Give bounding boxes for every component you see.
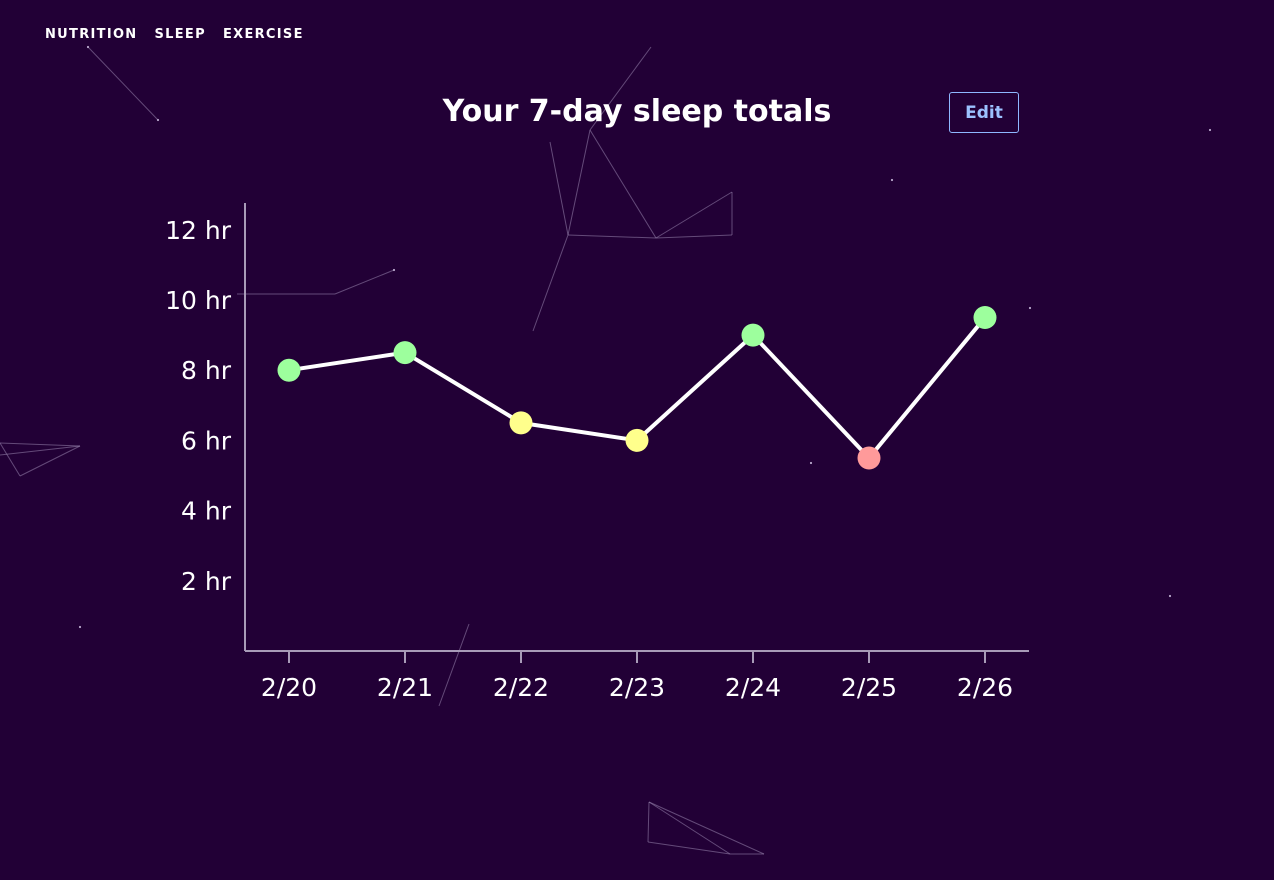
data-point-2-20[interactable] — [277, 358, 301, 382]
x-tick-label: 2/26 — [957, 673, 1013, 702]
constellation-line — [647, 801, 650, 843]
star-dot — [809, 461, 813, 465]
x-tick-label: 2/22 — [493, 673, 549, 702]
star-dot — [78, 625, 82, 629]
constellation-line — [655, 191, 733, 239]
data-point-2-21[interactable] — [393, 341, 417, 365]
edit-button[interactable]: Edit — [949, 92, 1019, 133]
nav-item-sleep[interactable]: SLEEP — [154, 27, 206, 42]
constellation-line — [438, 623, 470, 707]
star-dot — [86, 45, 90, 49]
y-tick-label: 10 hr — [165, 286, 232, 315]
constellation-line — [0, 442, 21, 477]
constellation-line — [19, 445, 81, 477]
page-title: Your 7-day sleep totals — [442, 94, 832, 129]
data-point-2-25[interactable] — [857, 446, 881, 470]
constellation-line — [589, 129, 657, 239]
y-tick-label: 2 hr — [181, 567, 232, 596]
data-point-2-26[interactable] — [973, 306, 997, 330]
nav-item-exercise[interactable]: EXERCISE — [222, 27, 304, 42]
x-tick-label: 2/24 — [725, 673, 781, 702]
constellation-line — [549, 141, 569, 236]
y-tick-label: 6 hr — [181, 426, 232, 455]
constellation-line — [589, 46, 652, 131]
constellation-line — [0, 445, 81, 456]
constellation-line — [532, 234, 569, 332]
star-dot — [1208, 128, 1212, 132]
nav-item-nutrition[interactable]: NUTRITION — [45, 27, 138, 42]
star-dot — [1168, 594, 1172, 598]
constellation-line — [648, 801, 765, 855]
constellation-line — [647, 841, 731, 855]
constellation-line — [655, 234, 733, 239]
top-nav: NUTRITION SLEEP EXERCISE — [45, 27, 304, 42]
constellation-line — [87, 46, 159, 121]
constellation-line — [0, 442, 81, 447]
constellation-line — [567, 129, 591, 236]
constellation-line — [648, 801, 731, 855]
star-dot — [890, 178, 894, 182]
y-tick-label: 8 hr — [181, 356, 232, 385]
x-tick-label: 2/21 — [377, 673, 433, 702]
y-tick-label: 12 hr — [165, 216, 232, 245]
data-point-2-24[interactable] — [741, 323, 765, 347]
data-point-2-23[interactable] — [625, 428, 649, 452]
star-dot — [156, 118, 160, 122]
x-tick-label: 2/20 — [261, 673, 317, 702]
constellation-line — [567, 234, 657, 239]
data-point-2-22[interactable] — [509, 411, 533, 435]
star-dot — [1028, 306, 1032, 310]
star-dot — [392, 268, 396, 272]
x-tick-label: 2/23 — [609, 673, 665, 702]
x-tick-label: 2/25 — [841, 673, 897, 702]
constellation-line — [334, 269, 395, 295]
y-tick-label: 4 hr — [181, 497, 232, 526]
